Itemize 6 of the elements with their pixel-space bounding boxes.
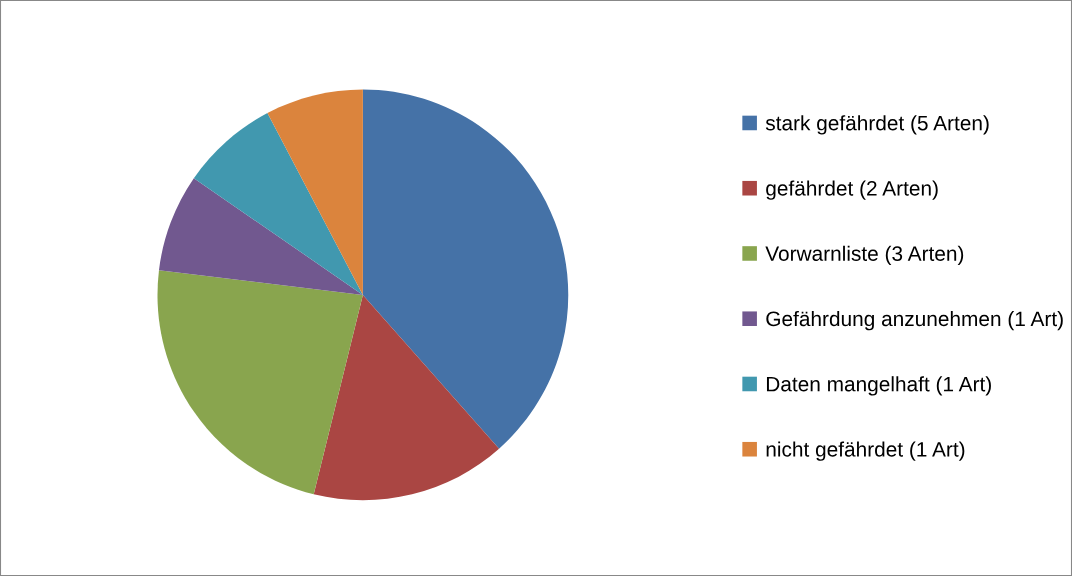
legend-label: gefährdet (2 Arten) — [766, 180, 938, 200]
legend-label: nicht gefährdet (1 Art) — [766, 441, 965, 461]
legend-label: Gefährdung anzunehmen (1 Art) — [766, 310, 1063, 331]
legend-label: Daten mangelhaft (1 Art) — [766, 376, 991, 396]
legend-label: Vorwarnliste (3 Arten) — [765, 245, 964, 266]
legend-label: stark gefährdet (5 Arten) — [765, 115, 989, 135]
